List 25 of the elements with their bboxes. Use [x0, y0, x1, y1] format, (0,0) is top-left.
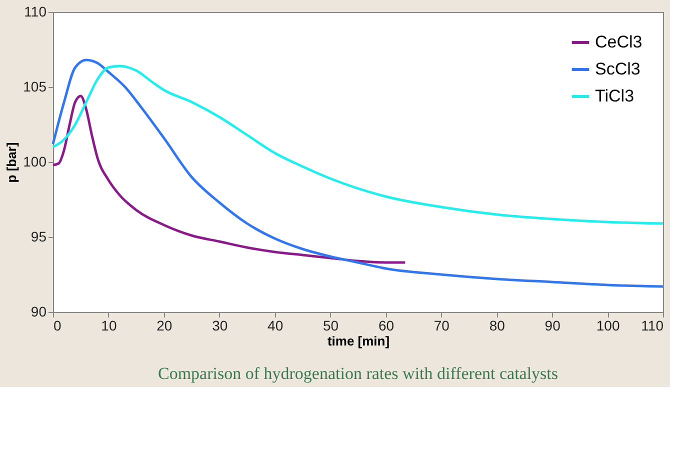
x-tick-label: 20: [156, 318, 172, 334]
y-tick-label: 110: [24, 4, 47, 20]
y-tick-label: 90: [30, 304, 47, 320]
x-tick-label: 100: [596, 318, 620, 334]
y-axis-title: p [bar]: [4, 142, 20, 183]
x-axis-title: time [min]: [327, 334, 390, 348]
text: Comparison of hydrogenation rates with different catalysts: [158, 364, 558, 383]
legend-label: TiCl3: [595, 86, 634, 106]
y-tick-label: 100: [23, 154, 47, 170]
legend-label: CeCl3: [595, 32, 642, 52]
line-series: [52, 94, 406, 264]
x-tick-label: 50: [322, 318, 339, 334]
legend-label: ScCl3: [595, 60, 640, 78]
x-tick-label: 110: [641, 318, 664, 334]
y-tick-label: 105: [23, 78, 47, 94]
x-tick-label: 40: [268, 318, 284, 334]
x-tick-label: 70: [434, 318, 450, 334]
x-tick-label: 90: [544, 318, 561, 334]
x-tick-label: 80: [489, 318, 506, 334]
x-tick-label: 10: [101, 318, 117, 334]
line-series: [52, 58, 664, 288]
x-tick-label: 60: [378, 318, 394, 334]
x-tick-label: 0: [54, 318, 62, 334]
x-tick-label: 30: [212, 318, 228, 334]
y-tick-label: 95: [30, 228, 47, 244]
